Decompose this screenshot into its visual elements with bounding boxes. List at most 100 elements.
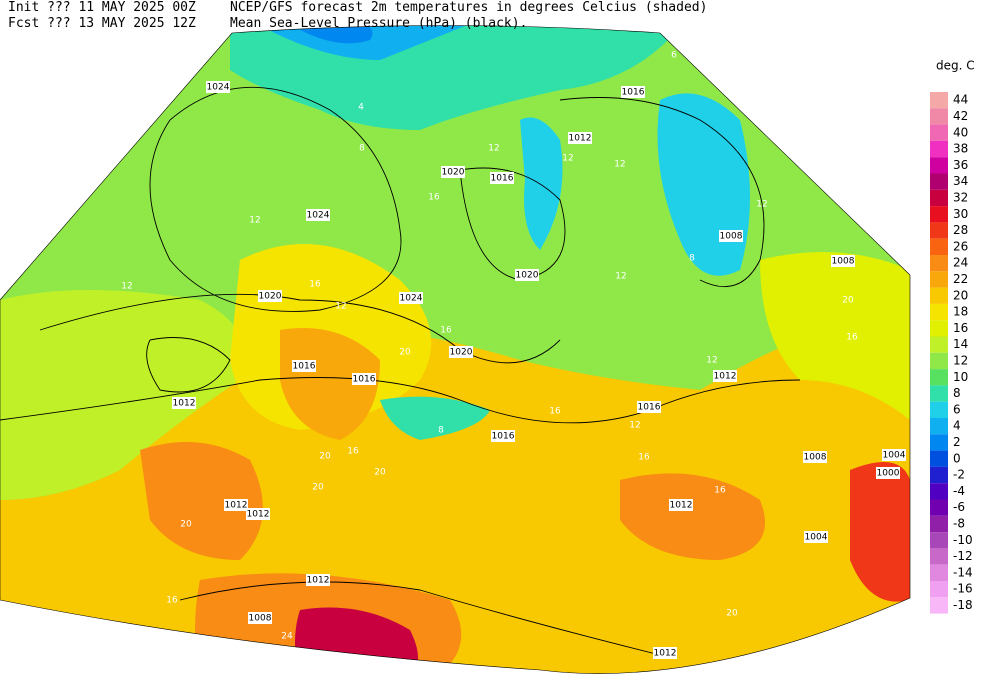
temperature-label: 12 (249, 216, 260, 226)
legend-label: 26 (953, 239, 968, 253)
isobar-label: 1016 (622, 88, 645, 98)
isobar-label-bg (449, 346, 473, 358)
legend-swatch (930, 303, 948, 321)
isobar-label: 1008 (249, 614, 272, 624)
legend-label: 36 (953, 158, 968, 172)
isobar-label: 1008 (804, 453, 827, 463)
legend-swatch (930, 140, 948, 158)
legend-label: -12 (953, 549, 973, 563)
legend-label: -6 (953, 500, 965, 514)
temperature-label: 12 (756, 200, 767, 210)
temperature-label: 20 (726, 609, 738, 619)
legend-label: 4 (953, 419, 961, 433)
isobar-label: 1012 (307, 576, 330, 586)
legend-label: -10 (953, 533, 973, 547)
isobar-label: 1016 (353, 375, 376, 385)
isobar-label-bg (669, 499, 693, 511)
isobar-label: 1024 (207, 83, 230, 93)
legend-swatch (930, 483, 948, 500)
isobar-label-bg (491, 430, 515, 442)
temperature-label: 8 (689, 254, 695, 264)
legend-label: -4 (953, 484, 965, 498)
legend-label: 42 (953, 109, 968, 123)
isobar-label-bg (653, 647, 677, 659)
isobar-label-bg (803, 451, 827, 463)
legend-label: 44 (953, 93, 968, 107)
temperature-label: 20 (312, 483, 324, 493)
legend-swatch (930, 255, 948, 272)
temperature-label: 16 (714, 486, 726, 496)
isobar-label-bg (831, 255, 855, 267)
legend-label: 34 (953, 174, 968, 188)
legend-swatch (930, 581, 948, 598)
isobar-label: 1004 (883, 451, 906, 461)
isobar-label-bg (224, 499, 248, 511)
temperature-label: 12 (706, 356, 717, 366)
isobar-label: 1012 (714, 372, 737, 382)
isobar-label-bg (306, 209, 330, 221)
legend-label: 28 (953, 223, 968, 237)
isobar-label-bg (399, 292, 423, 304)
temperature-label: 20 (319, 452, 331, 462)
isobar-label-bg (719, 230, 743, 242)
legend-label: 38 (953, 142, 968, 156)
temperature-label: 12 (335, 302, 346, 312)
legend-label: 0 (953, 451, 961, 465)
isobar-label-bg (568, 132, 592, 144)
legend-label: 24 (953, 256, 968, 270)
temperature-label: 16 (846, 333, 858, 343)
legend: 4442403836343230282624222018161412108642… (930, 92, 973, 614)
legend-swatch (930, 206, 948, 223)
legend-label: 6 (953, 402, 961, 416)
legend-swatch (930, 189, 948, 207)
legend-label: 20 (953, 288, 968, 302)
temperature-field (0, 25, 910, 674)
legend-label: 40 (953, 125, 968, 139)
isobar-label-bg (352, 373, 376, 385)
temperature-label: 16 (638, 453, 650, 463)
legend-label: 18 (953, 305, 968, 319)
isobar-label: 1012 (654, 649, 677, 659)
legend-swatch (930, 418, 948, 435)
legend-swatch (930, 564, 948, 581)
legend-swatch (930, 369, 948, 386)
isobar-label: 1016 (492, 432, 515, 442)
legend-swatch (930, 124, 948, 141)
temperature-label: 12 (488, 144, 499, 154)
temperature-label: 16 (166, 596, 178, 606)
legend-swatch (930, 92, 948, 109)
legend-swatch (930, 222, 948, 239)
isobar-label-bg (292, 360, 316, 372)
isobars (0, 86, 801, 656)
isobar-label-bg (206, 81, 230, 93)
isobar-label-bg (306, 574, 330, 586)
legend-label: -8 (953, 516, 965, 530)
temperature-label: 16 (309, 280, 321, 290)
legend-swatch (930, 108, 948, 125)
temperature-label: 12 (562, 154, 573, 164)
isobar-label: 1012 (670, 501, 693, 511)
temperature-label: 12 (615, 272, 626, 282)
temperature-label: 4 (358, 103, 364, 113)
isobar-label-bg (258, 290, 282, 302)
isobar-label-bg (246, 508, 270, 520)
legend-label: -14 (953, 565, 973, 579)
temperature-label: 12 (629, 421, 640, 431)
legend-swatch (930, 320, 948, 337)
isobar-label-bg (621, 86, 645, 98)
temperature-label: 16 (440, 326, 452, 336)
legend-label: 32 (953, 190, 968, 204)
isobar-label-bg (882, 449, 906, 461)
legend-swatch (930, 173, 948, 190)
isobar-label: 1024 (307, 211, 330, 221)
temperature-label: 20 (374, 468, 386, 478)
isobar-label-bg (490, 172, 514, 184)
legend-label: 22 (953, 272, 968, 286)
legend-label: 8 (953, 386, 961, 400)
temperature-label: 16 (428, 193, 440, 203)
temperature-label: 20 (842, 296, 854, 306)
legend-swatch (930, 548, 948, 565)
isobar-label: 1004 (805, 533, 828, 543)
temperature-label: 8 (438, 426, 444, 436)
map-border (0, 25, 911, 674)
